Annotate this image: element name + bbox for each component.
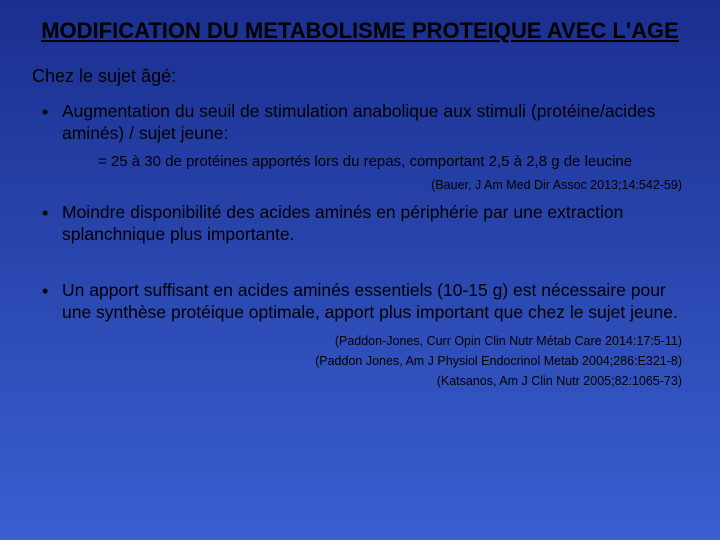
reference-block: (Bauer, J Am Med Dir Assoc 2013;14:542-5… xyxy=(28,176,692,194)
intro-text: Chez le sujet âgé: xyxy=(32,66,692,87)
reference: (Paddon Jones, Am J Physiol Endocrinol M… xyxy=(28,352,682,370)
bullet-text: Moindre disponibilité des acides aminés … xyxy=(62,202,623,244)
bullet-item: Augmentation du seuil de stimulation ana… xyxy=(40,101,692,145)
reference: (Bauer, J Am Med Dir Assoc 2013;14:542-5… xyxy=(28,176,682,194)
reference-block: (Paddon-Jones, Curr Opin Clin Nutr Métab… xyxy=(28,332,692,390)
slide: MODIFICATION DU METABOLISME PROTEIQUE AV… xyxy=(0,0,720,540)
bullet-list: Moindre disponibilité des acides aminés … xyxy=(40,202,692,246)
spacer xyxy=(28,254,692,280)
reference: (Katsanos, Am J Clin Nutr 2005;82:1065-7… xyxy=(28,372,682,390)
bullet-list: Un apport suffisant en acides aminés ess… xyxy=(40,280,692,324)
bullet-item: Un apport suffisant en acides aminés ess… xyxy=(40,280,692,324)
bullet-item: Moindre disponibilité des acides aminés … xyxy=(40,202,692,246)
bullet-subtext: = 25 à 30 de protéines apportés lors du … xyxy=(98,153,692,172)
reference: (Paddon-Jones, Curr Opin Clin Nutr Métab… xyxy=(28,332,682,350)
bullet-text: Un apport suffisant en acides aminés ess… xyxy=(62,280,678,322)
bullet-text: Augmentation du seuil de stimulation ana… xyxy=(62,101,655,143)
bullet-list: Augmentation du seuil de stimulation ana… xyxy=(40,101,692,145)
slide-title: MODIFICATION DU METABOLISME PROTEIQUE AV… xyxy=(28,18,692,44)
